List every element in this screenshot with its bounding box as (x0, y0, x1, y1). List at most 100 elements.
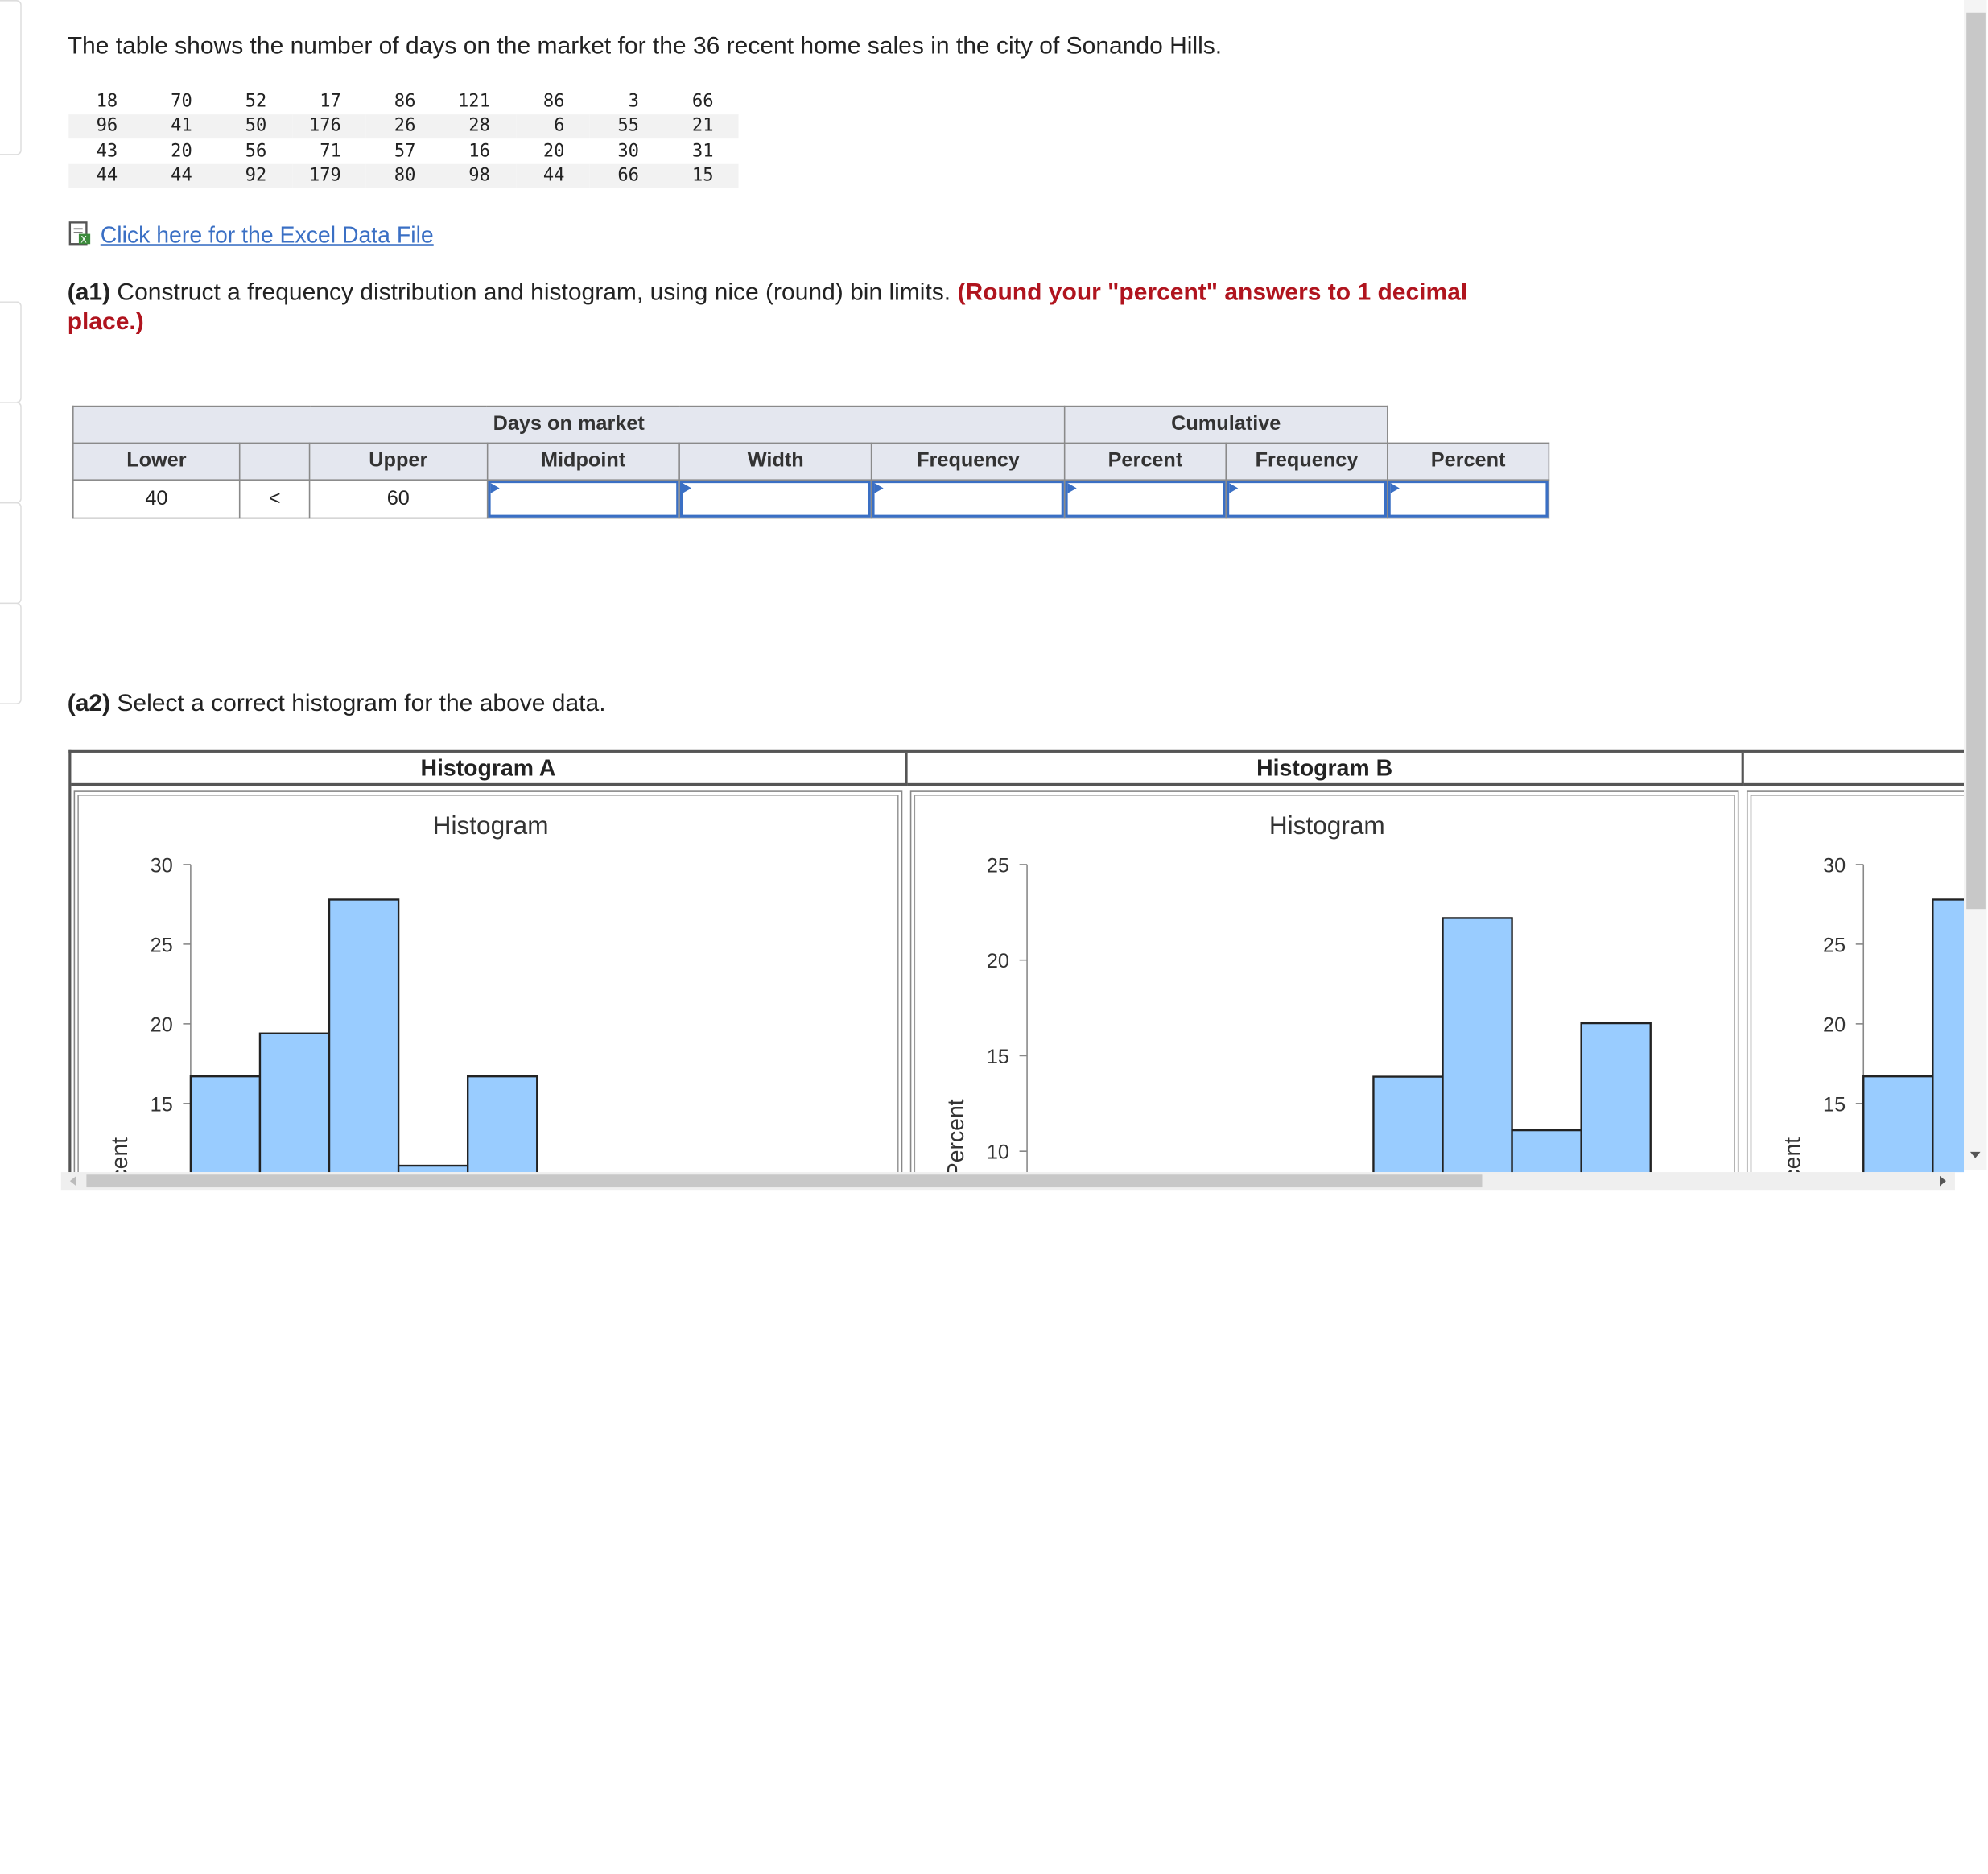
histogram-bar (1862, 1075, 1934, 1173)
histogram-a-option[interactable]: Histogram51015202530Percent (73, 790, 903, 1173)
data-cell: 41 (142, 114, 218, 139)
col-frequency-header: Frequency (871, 442, 1066, 481)
data-cell: 66 (691, 91, 714, 112)
data-cell: 71 (320, 140, 341, 162)
histogram-title: Histogram (1269, 811, 1385, 840)
histogram-bar (1442, 917, 1513, 1173)
histogram-b-option[interactable]: Histogram510152025Percent (909, 790, 1739, 1173)
y-tick-label: 15 (151, 1093, 173, 1116)
data-cell: 96 (68, 114, 143, 139)
left-tab[interactable] (0, 402, 22, 504)
col-percent-header: Percent (1063, 442, 1227, 481)
scroll-down-arrow-icon[interactable] (1969, 1148, 1982, 1161)
data-cell: 98 (440, 163, 516, 188)
histogram-b-header: Histogram B (907, 752, 1744, 786)
frequency-input[interactable] (872, 480, 1064, 518)
histogram-c-header (1743, 753, 1965, 786)
y-tick-label: 25 (987, 854, 1009, 877)
col-cum-frequency-header: Frequency (1225, 442, 1388, 481)
data-cell: 66 (590, 163, 665, 188)
data-cell: 43 (96, 140, 118, 162)
data-cell: 16 (468, 140, 490, 162)
excel-file-icon: X (68, 221, 91, 246)
col-width-header: Width (678, 442, 873, 481)
data-cell: 44 (68, 163, 143, 188)
excel-link-row: X Click here for the Excel Data File (68, 221, 434, 250)
col-cum-percent-header: Percent (1387, 442, 1550, 481)
y-tick-label: 20 (151, 1013, 173, 1036)
data-cell: 15 (664, 163, 740, 188)
intro-text: The table shows the number of days on th… (67, 33, 1223, 60)
histogram-bar (397, 1164, 469, 1173)
left-tab[interactable] (0, 0, 22, 155)
y-tick-label: 15 (1823, 1093, 1846, 1116)
data-cell: 17 (320, 91, 341, 112)
cumulative-percent-input[interactable] (1388, 480, 1549, 518)
y-tick-label: 10 (987, 1141, 1009, 1164)
data-row: 44 44 92 179 80 98 44 66 15 (68, 163, 740, 188)
data-row: 18 70 52 17 86 121 86 3 66 (68, 89, 739, 114)
a2-tag: (a2) (67, 690, 111, 717)
width-input[interactable] (679, 480, 872, 518)
horizontal-scrollbar[interactable] (60, 1172, 1955, 1191)
scroll-left-arrow-icon[interactable] (66, 1174, 79, 1187)
data-cell: 3 (628, 91, 639, 112)
cumulative-frequency-input[interactable] (1227, 480, 1388, 518)
left-tab[interactable] (0, 502, 22, 605)
data-cell: 179 (291, 163, 367, 188)
histogram-bar (1580, 1022, 1652, 1173)
data-row: 43 20 56 71 57 16 20 30 31 (68, 138, 739, 163)
group-header-cumulative: Cumulative (1063, 405, 1388, 444)
histogram-bar (1511, 1129, 1582, 1173)
operator-cell: < (239, 479, 311, 519)
data-cell: 18 (96, 91, 118, 112)
data-cell: 57 (394, 140, 416, 162)
histogram-a-chart: Histogram51015202530Percent (107, 811, 549, 1173)
histogram-bar (466, 1075, 538, 1173)
histogram-a-header: Histogram A (71, 752, 908, 786)
vertical-scrollbar[interactable] (1964, 0, 1987, 1170)
data-cell: 55 (590, 114, 665, 139)
data-cell: 56 (245, 140, 267, 162)
frequency-table: Days on market Cumulative Lower Upper Midp… (72, 405, 1550, 519)
data-cell: 31 (691, 140, 714, 162)
a2-text: Select a correct histogram for the above… (110, 690, 606, 717)
y-tick-label: 25 (1823, 934, 1846, 956)
data-cell: 21 (664, 114, 740, 139)
col-blank-header (239, 442, 311, 481)
question-a1: (a1) Construct a frequency distribution … (68, 279, 1542, 337)
svg-text:X: X (80, 235, 87, 246)
histogram-bar (189, 1075, 262, 1173)
midpoint-input[interactable] (487, 480, 679, 518)
y-tick-label: 15 (987, 1046, 1009, 1068)
group-header-days: Days on market (72, 405, 1066, 444)
left-tab[interactable] (0, 301, 22, 403)
col-upper-header: Upper (308, 442, 488, 481)
percent-input[interactable] (1065, 480, 1226, 518)
histogram-c-option[interactable]: 51015202530Percent (1746, 790, 1965, 1173)
scroll-right-arrow-icon[interactable] (1937, 1174, 1950, 1187)
data-cell: 86 (394, 91, 416, 112)
data-cell: 50 (217, 114, 292, 139)
data-cell: 44 (515, 163, 591, 188)
data-cell: 92 (217, 163, 292, 188)
vertical-scroll-thumb[interactable] (1966, 12, 1986, 910)
data-cell: 86 (542, 91, 565, 112)
col-midpoint-header: Midpoint (486, 442, 680, 481)
left-tab[interactable] (0, 602, 22, 704)
data-cell: 26 (366, 114, 441, 139)
histogram-bar (1932, 898, 1965, 1173)
upper-cell: 60 (308, 479, 488, 519)
data-cell: 176 (291, 114, 367, 139)
y-tick-label: 20 (1823, 1013, 1846, 1036)
y-axis-label: Percent (1780, 1137, 1805, 1172)
data-cell: 70 (171, 91, 192, 112)
col-lower-header: Lower (72, 442, 241, 481)
y-axis-label: Percent (107, 1137, 133, 1172)
excel-data-link[interactable]: Click here for the Excel Data File (100, 222, 434, 248)
data-cell: 52 (245, 91, 267, 112)
data-cell: 20 (171, 140, 192, 162)
data-cell: 44 (142, 163, 218, 188)
horizontal-scroll-thumb[interactable] (86, 1174, 1483, 1188)
histogram-bar (258, 1032, 331, 1173)
